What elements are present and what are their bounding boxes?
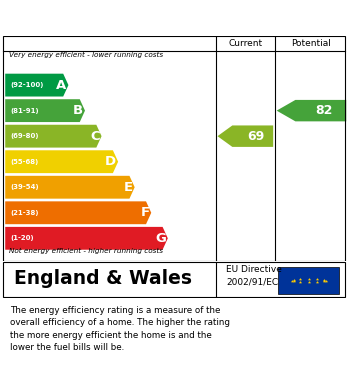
Bar: [278, 267, 339, 294]
Text: Potential: Potential: [292, 39, 331, 48]
Polygon shape: [5, 227, 168, 250]
Text: F: F: [140, 206, 150, 219]
Text: (39-54): (39-54): [10, 184, 39, 190]
Text: (21-38): (21-38): [10, 210, 39, 216]
Text: 82: 82: [316, 104, 333, 117]
Text: Energy Efficiency Rating: Energy Efficiency Rating: [9, 11, 230, 26]
Text: C: C: [90, 130, 100, 143]
Text: (55-68): (55-68): [10, 159, 39, 165]
Text: (69-80): (69-80): [10, 133, 39, 139]
Text: B: B: [73, 104, 83, 117]
Polygon shape: [5, 99, 85, 122]
Text: (81-91): (81-91): [10, 108, 39, 114]
Text: E: E: [124, 181, 133, 194]
Text: England & Wales: England & Wales: [14, 269, 192, 288]
Polygon shape: [5, 201, 151, 224]
Polygon shape: [277, 100, 346, 121]
Text: D: D: [105, 155, 116, 168]
Text: A: A: [56, 79, 67, 91]
Text: EU Directive
2002/91/EC: EU Directive 2002/91/EC: [226, 265, 282, 287]
Text: The energy efficiency rating is a measure of the
overall efficiency of a home. T: The energy efficiency rating is a measur…: [10, 306, 230, 352]
Text: (1-20): (1-20): [10, 235, 34, 241]
Polygon shape: [5, 150, 118, 173]
Text: G: G: [155, 232, 166, 245]
Text: Very energy efficient - lower running costs: Very energy efficient - lower running co…: [9, 52, 163, 58]
Text: Current: Current: [228, 39, 262, 48]
Text: 69: 69: [248, 130, 265, 143]
Text: Not energy efficient - higher running costs: Not energy efficient - higher running co…: [9, 248, 163, 255]
Polygon shape: [5, 176, 135, 199]
Polygon shape: [218, 126, 273, 147]
Polygon shape: [5, 125, 102, 147]
Polygon shape: [5, 74, 69, 97]
Text: (92-100): (92-100): [10, 82, 44, 88]
